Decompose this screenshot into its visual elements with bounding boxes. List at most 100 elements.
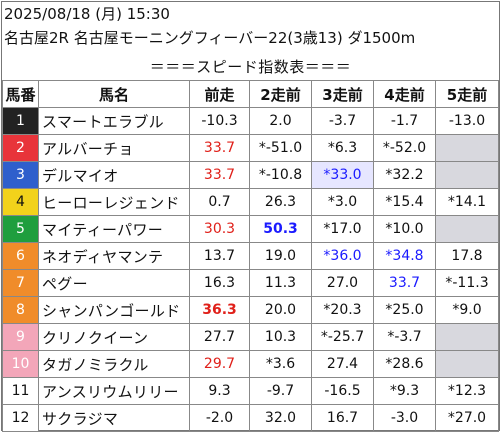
speed-index-cell: 19.0 bbox=[249, 242, 312, 270]
table-row: 12 サクラジマ -2.0 32.0 16.7 -3.0 *27.0 bbox=[2, 404, 499, 432]
horse-number: 8 bbox=[16, 302, 25, 318]
table-row: 4 ヒーローレジェンド 0.7 26.3 *3.0 *15.4 *14.1 bbox=[2, 188, 499, 216]
speed-index-cell: 9.3 bbox=[189, 377, 250, 405]
speed-index-cell: -16.5 bbox=[311, 377, 374, 405]
speed-index-cell: 16.7 bbox=[311, 404, 374, 432]
horse-number-cell: 4 bbox=[2, 188, 39, 216]
speed-index-cell: *-3.7 bbox=[373, 323, 436, 351]
speed-index-cell: 36.3 bbox=[189, 296, 250, 324]
horse-number-cell: 10 bbox=[2, 350, 39, 378]
col-header-4prev: 4走前 bbox=[373, 80, 436, 108]
table-row: 1 スマートエラブル -10.3 2.0 -3.7 -1.7 -13.0 bbox=[2, 107, 499, 135]
horse-number: 2 bbox=[16, 140, 25, 156]
speed-index-cell: *14.1 bbox=[435, 188, 499, 216]
speed-index-cell: *12.3 bbox=[435, 377, 499, 405]
col-header-last: 前走 bbox=[189, 80, 250, 108]
speed-index-cell: 27.0 bbox=[311, 269, 374, 297]
speed-index-cell: *-11.3 bbox=[435, 269, 499, 297]
speed-index-cell: *17.0 bbox=[311, 215, 374, 243]
speed-index-cell: 2.0 bbox=[249, 107, 312, 135]
horse-name: サクラジマ bbox=[38, 404, 190, 432]
horse-number-cell: 3 bbox=[2, 161, 39, 189]
speed-index-cell: 30.3 bbox=[189, 215, 250, 243]
race-datetime: 2025/08/18 (月) 15:30 bbox=[4, 5, 170, 23]
speed-index-cell: 10.3 bbox=[249, 323, 312, 351]
speed-index-cell: 32.0 bbox=[249, 404, 312, 432]
horse-number: 9 bbox=[16, 329, 25, 345]
table-heading: ＝＝＝スピード指数表＝＝＝ bbox=[149, 58, 352, 76]
empty-cell bbox=[435, 134, 499, 162]
speed-index-cell: *9.0 bbox=[435, 296, 499, 324]
speed-index-cell: 50.3 bbox=[249, 215, 312, 243]
col-header-5prev: 5走前 bbox=[435, 80, 499, 108]
speed-index-cell: *-10.8 bbox=[249, 161, 312, 189]
speed-index-cell: 11.3 bbox=[249, 269, 312, 297]
speed-index-cell: *3.6 bbox=[249, 350, 312, 378]
speed-index-cell: *20.3 bbox=[311, 296, 374, 324]
speed-index-cell: 33.7 bbox=[189, 134, 250, 162]
horse-name: アンスリウムリリー bbox=[38, 377, 190, 405]
horse-number-cell: 9 bbox=[2, 323, 39, 351]
horse-name: ネオディヤマンテ bbox=[38, 242, 190, 270]
horse-name: アルバーチョ bbox=[38, 134, 190, 162]
horse-number: 11 bbox=[11, 383, 30, 399]
horse-number-cell: 8 bbox=[2, 296, 39, 324]
speed-index-cell: 33.7 bbox=[189, 161, 250, 189]
speed-index-cell: -9.7 bbox=[249, 377, 312, 405]
speed-index-cell: -2.0 bbox=[189, 404, 250, 432]
speed-index-cell: *27.0 bbox=[435, 404, 499, 432]
race-title: 名古屋2R 名古屋モーニングフィーバー22(3歳13) ダ1500m bbox=[4, 29, 416, 47]
speed-index-cell: *32.2 bbox=[373, 161, 436, 189]
table-row: 7 ペグー 16.3 11.3 27.0 33.7 *-11.3 bbox=[2, 269, 499, 297]
horse-name: クリノクイーン bbox=[38, 323, 190, 351]
speed-index-cell: 29.7 bbox=[189, 350, 250, 378]
table-row: 10 タガノミラクル 29.7 *3.6 27.4 *28.6 bbox=[2, 350, 499, 378]
speed-index-cell: -1.7 bbox=[373, 107, 436, 135]
speed-index-cell: *33.0 bbox=[311, 161, 374, 189]
horse-number-cell: 2 bbox=[2, 134, 39, 162]
speed-index-cell: *15.4 bbox=[373, 188, 436, 216]
speed-index-cell: -3.0 bbox=[373, 404, 436, 432]
horse-name: ヒーローレジェンド bbox=[38, 188, 190, 216]
table-row: 2 アルバーチョ 33.7 *-51.0 *6.3 *-52.0 bbox=[2, 134, 499, 162]
horse-number: 3 bbox=[16, 167, 25, 183]
horse-number-cell: 11 bbox=[2, 377, 39, 405]
horse-number: 5 bbox=[16, 221, 25, 237]
table-row: 8 シャンパンゴールド 36.3 20.0 *20.3 *25.0 *9.0 bbox=[2, 296, 499, 324]
speed-index-cell: 13.7 bbox=[189, 242, 250, 270]
horse-name: タガノミラクル bbox=[38, 350, 190, 378]
speed-index-cell: *6.3 bbox=[311, 134, 374, 162]
horse-name: スマートエラブル bbox=[38, 107, 190, 135]
speed-index-cell: 20.0 bbox=[249, 296, 312, 324]
speed-index-cell: 26.3 bbox=[249, 188, 312, 216]
speed-index-cell: *3.0 bbox=[311, 188, 374, 216]
horse-number: 10 bbox=[11, 356, 30, 372]
speed-index-cell: 33.7 bbox=[373, 269, 436, 297]
horse-number-cell: 12 bbox=[2, 404, 39, 432]
speed-index-cell: *-25.7 bbox=[311, 323, 374, 351]
empty-cell bbox=[435, 350, 499, 378]
header-row: 馬番 馬名 前走 2走前 3走前 4走前 5走前 bbox=[2, 80, 499, 108]
speed-index-cell: *-51.0 bbox=[249, 134, 312, 162]
table-row: 11 アンスリウムリリー 9.3 -9.7 -16.5 *9.3 *12.3 bbox=[2, 377, 499, 405]
horse-number: 4 bbox=[16, 194, 25, 210]
speed-index-table: 馬番 馬名 前走 2走前 3走前 4走前 5走前 1 スマートエラブル -10.3 2… bbox=[2, 80, 499, 432]
col-header-3prev: 3走前 bbox=[311, 80, 374, 108]
horse-name: シャンパンゴールド bbox=[38, 296, 190, 324]
speed-index-cell: 16.3 bbox=[189, 269, 250, 297]
horse-number-cell: 7 bbox=[2, 269, 39, 297]
col-header-name: 馬名 bbox=[38, 80, 190, 108]
horse-number-cell: 5 bbox=[2, 215, 39, 243]
table-row: 3 デルマイオ 33.7 *-10.8 *33.0 *32.2 bbox=[2, 161, 499, 189]
horse-name: デルマイオ bbox=[38, 161, 190, 189]
table-row: 9 クリノクイーン 27.7 10.3 *-25.7 *-3.7 bbox=[2, 323, 499, 351]
empty-cell bbox=[435, 161, 499, 189]
horse-number-cell: 6 bbox=[2, 242, 39, 270]
speed-index-cell: -3.7 bbox=[311, 107, 374, 135]
horse-number-cell: 1 bbox=[2, 107, 39, 135]
speed-index-cell: *28.6 bbox=[373, 350, 436, 378]
speed-index-cell: 27.7 bbox=[189, 323, 250, 351]
horse-name: ペグー bbox=[38, 269, 190, 297]
speed-index-cell: -13.0 bbox=[435, 107, 499, 135]
table-row: 6 ネオディヤマンテ 13.7 19.0 *36.0 *34.8 17.8 bbox=[2, 242, 499, 270]
